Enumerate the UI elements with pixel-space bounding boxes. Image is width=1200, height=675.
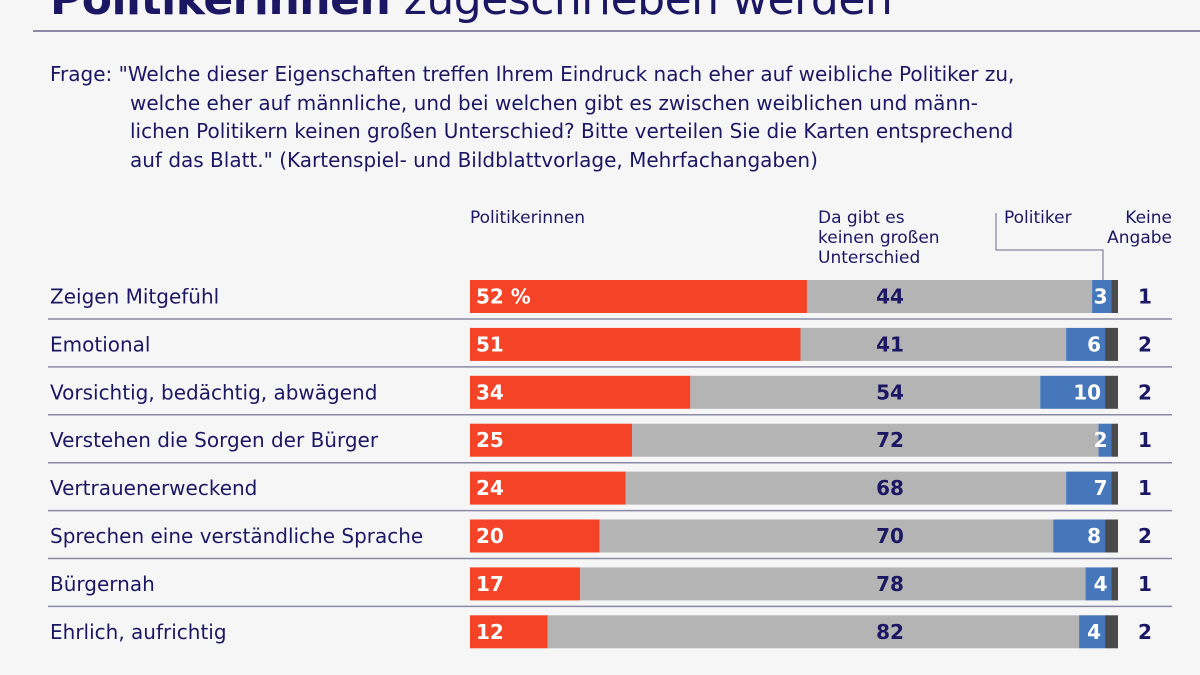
category-label: Ehrlich, aufrichtig	[50, 620, 227, 644]
question-line: auf das Blatt." (Kartenspiel- und Bildbl…	[130, 147, 818, 172]
bar-segment-politiker	[1066, 327, 1106, 361]
data-label: 2	[1138, 380, 1152, 404]
bar-segment-unterschied	[625, 471, 1067, 505]
data-label: 25	[476, 428, 504, 452]
data-label: 72	[876, 428, 904, 452]
data-label: 4	[1087, 620, 1101, 644]
data-label: 7	[1094, 476, 1108, 500]
question-line: Frage: "Welche dieser Eigenschaften tref…	[50, 62, 1015, 86]
bar-segment-unterschied	[800, 327, 1067, 361]
data-label: 1	[1138, 285, 1152, 309]
data-label: 52 %	[476, 285, 531, 309]
bar-segment-unterschied	[690, 375, 1041, 409]
data-label: 68	[876, 476, 904, 500]
category-label: Sprechen eine verständliche Sprache	[50, 524, 423, 548]
bar-segment-politikerinnen	[470, 519, 600, 553]
data-label: 2	[1094, 428, 1108, 452]
data-label: 54	[876, 380, 904, 404]
category-label: Vertrauenerweckend	[50, 476, 257, 500]
bar-segment-politikerinnen	[470, 567, 581, 601]
title-divider	[33, 30, 1200, 32]
data-label: 10	[1073, 380, 1101, 404]
category-label: Vorsichtig, bedächtig, abwägend	[50, 380, 377, 404]
data-label: 6	[1087, 332, 1101, 356]
bar-segment-politikerinnen	[470, 423, 632, 457]
bar-segment-unterschied	[632, 423, 1099, 457]
question-text: Frage: "Welche dieser Eigenschaften tref…	[50, 60, 1170, 174]
data-label: 12	[476, 620, 504, 644]
header-leader-line	[995, 213, 1104, 296]
bar-segment-politikerinnen	[470, 615, 548, 649]
bar-segment-politiker	[1092, 280, 1112, 313]
header-line: Unterschied	[818, 248, 921, 268]
bar-segment-politikerinnen	[470, 280, 807, 313]
data-label: 1	[1138, 428, 1152, 452]
bar-segment-unterschied	[580, 567, 1086, 601]
bar-segment-keine-angabe	[1111, 567, 1118, 601]
bar-segment-unterschied	[806, 280, 1093, 313]
bar-segment-keine-angabe	[1111, 280, 1118, 313]
data-label: 3	[1094, 285, 1108, 309]
bar-segment-unterschied	[547, 615, 1080, 649]
data-label: 44	[876, 285, 904, 309]
bar-segment-politikerinnen	[470, 471, 626, 505]
header-politikerinnen: Politikerinnen	[470, 208, 586, 228]
category-label: Emotional	[50, 332, 150, 356]
data-label: 70	[876, 524, 904, 548]
bar-segment-politiker	[1079, 615, 1106, 649]
header-line: Angabe	[1107, 228, 1172, 248]
data-label: 8	[1087, 524, 1101, 548]
data-label: 2	[1138, 620, 1152, 644]
title-bold: Politikerinnen	[50, 0, 391, 25]
header-line: keinen großen	[818, 228, 940, 248]
header-line: Da gibt es	[818, 208, 905, 228]
data-label: 82	[876, 620, 904, 644]
data-label: 4	[1094, 572, 1108, 596]
bar-segment-politiker	[1066, 471, 1112, 505]
data-label: 20	[476, 524, 504, 548]
data-label: 1	[1138, 476, 1152, 500]
bar-segment-politiker	[1098, 423, 1112, 457]
bar-segment-keine-angabe	[1111, 471, 1118, 505]
data-label: 34	[476, 380, 504, 404]
title-light: zugeschrieben werden	[404, 0, 893, 25]
bar-segment-politikerinnen	[470, 327, 801, 361]
question-line: welche eher auf männliche, und bei welch…	[130, 90, 979, 115]
data-label: 2	[1138, 524, 1152, 548]
header-politiker: Politiker	[1004, 208, 1072, 228]
bar-segment-politikerinnen	[470, 375, 691, 409]
category-label: Verstehen die Sorgen der Bürger	[50, 428, 379, 452]
bar-segment-politiker	[1040, 375, 1106, 409]
data-label: 78	[876, 572, 904, 596]
bar-segment-keine-angabe	[1105, 615, 1118, 649]
bar-segment-keine-angabe	[1105, 327, 1118, 361]
header-line: Keine	[1125, 208, 1172, 228]
bar-segment-politiker	[1085, 567, 1112, 601]
bar-segment-keine-angabe	[1111, 423, 1118, 457]
data-label: 1	[1138, 572, 1152, 596]
category-label: Bürgernah	[50, 572, 155, 596]
data-label: 24	[476, 476, 504, 500]
bar-segment-keine-angabe	[1105, 519, 1118, 553]
data-label: 51	[476, 332, 504, 356]
category-label: Zeigen Mitgefühl	[50, 285, 219, 309]
data-label: 2	[1138, 332, 1152, 356]
chart-title: Politikerinnen zugeschrieben werden	[50, 0, 893, 25]
data-label: 41	[876, 332, 904, 356]
bar-segment-keine-angabe	[1105, 375, 1118, 409]
bar-segment-politiker	[1053, 519, 1106, 553]
question-line: lichen Politikern keinen großen Untersch…	[130, 119, 1014, 143]
header-keine-angabe: Keine Angabe	[1090, 208, 1172, 248]
header-unterschied: Da gibt es keinen großen Unterschied	[818, 208, 940, 268]
bar-segment-unterschied	[599, 519, 1054, 553]
data-label: 17	[476, 572, 504, 596]
